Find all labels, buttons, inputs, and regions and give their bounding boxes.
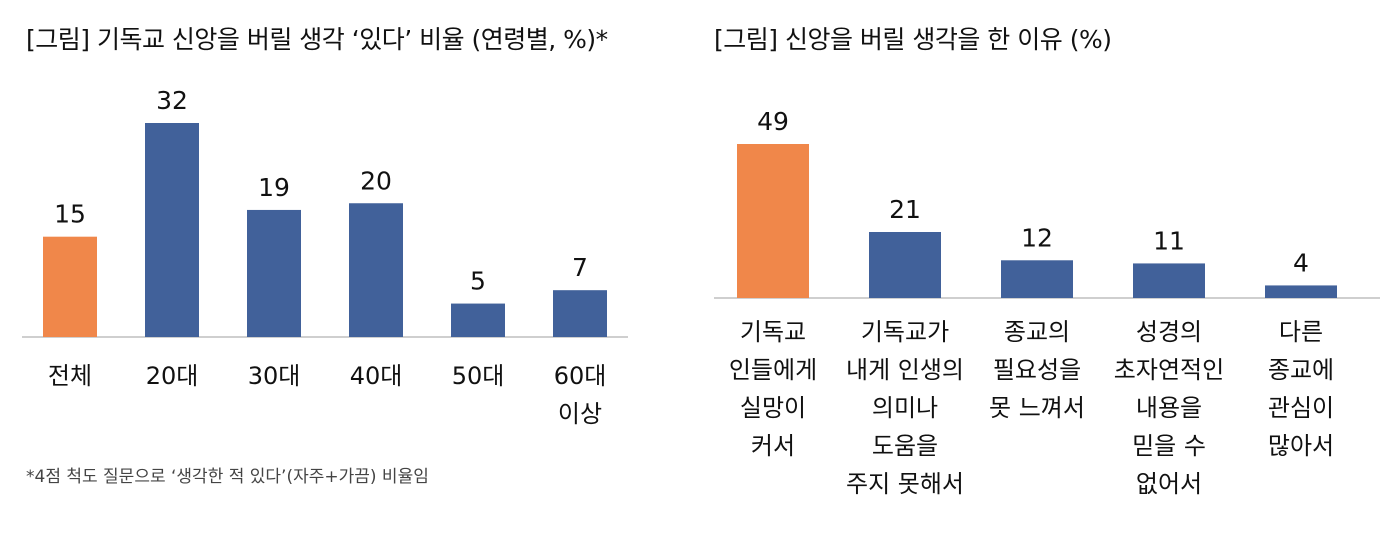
category-label: 60대 <box>554 362 607 390</box>
data-label: 15 <box>54 200 86 229</box>
category-label: 많아서 <box>1268 432 1334 460</box>
bar <box>553 290 607 337</box>
bar <box>145 123 199 337</box>
data-label: 7 <box>572 253 588 282</box>
category-label: 없어서 <box>1136 470 1202 498</box>
bar <box>1001 260 1073 298</box>
category-label: 내게 인생의 <box>846 356 964 384</box>
category-label: 관심이 <box>1268 394 1334 422</box>
category-label: 종교의 <box>1004 318 1070 346</box>
data-label: 20 <box>360 166 392 195</box>
category-label: 50대 <box>452 362 505 390</box>
category-label: 필요성을 <box>993 356 1081 384</box>
bar <box>1133 263 1205 298</box>
data-label: 19 <box>258 173 290 202</box>
category-label: 전체 <box>48 362 92 390</box>
footnote: *4점 척도 질문으로 ‘생각한 적 있다’(자주+가끔) 비율임 <box>26 467 429 487</box>
data-label: 12 <box>1021 223 1053 252</box>
category-label: 도움을 <box>872 432 938 460</box>
category-label: 인들에게 <box>729 356 817 384</box>
category-label: 의미나 <box>872 394 938 422</box>
data-label: 32 <box>156 86 188 115</box>
chart-title: [그림] 신앙을 버릴 생각을 한 이유 (%) <box>714 25 1112 54</box>
category-label: 실망이 <box>740 394 806 422</box>
chart-panel-age: [그림] 기독교 신앙을 버릴 생각 ‘있다’ 비율 (연령별, %)* 15 전… <box>0 0 640 534</box>
category-label: 다른 <box>1279 318 1323 346</box>
bar <box>869 232 941 298</box>
category-label: 못 느껴서 <box>989 394 1085 422</box>
bar <box>247 209 301 337</box>
category-label: 40대 <box>350 362 403 390</box>
category-label: 초자연적인 <box>1114 356 1224 384</box>
bar <box>737 144 809 298</box>
data-label: 4 <box>1293 248 1309 277</box>
category-label: 이상 <box>558 400 602 428</box>
category-label: 30대 <box>248 362 301 390</box>
bar <box>349 203 403 337</box>
category-label: 믿을 수 <box>1132 432 1206 460</box>
category-label: 내용을 <box>1136 394 1202 422</box>
category-label: 20대 <box>146 362 199 390</box>
bar <box>1265 285 1337 298</box>
category-label: 성경의 <box>1136 318 1202 346</box>
chart-title: [그림] 기독교 신앙을 버릴 생각 ‘있다’ 비율 (연령별, %)* <box>26 25 608 54</box>
category-label: 종교에 <box>1268 356 1334 384</box>
data-label: 5 <box>470 267 486 296</box>
data-label: 49 <box>757 107 789 136</box>
data-label: 21 <box>889 195 921 224</box>
category-label: 기독교 <box>740 318 806 346</box>
category-label: 커서 <box>751 432 795 460</box>
bar <box>43 236 97 337</box>
bar <box>451 303 505 337</box>
category-label: 주지 못해서 <box>846 470 964 498</box>
category-label: 기독교가 <box>861 318 949 346</box>
data-label: 11 <box>1153 226 1185 255</box>
